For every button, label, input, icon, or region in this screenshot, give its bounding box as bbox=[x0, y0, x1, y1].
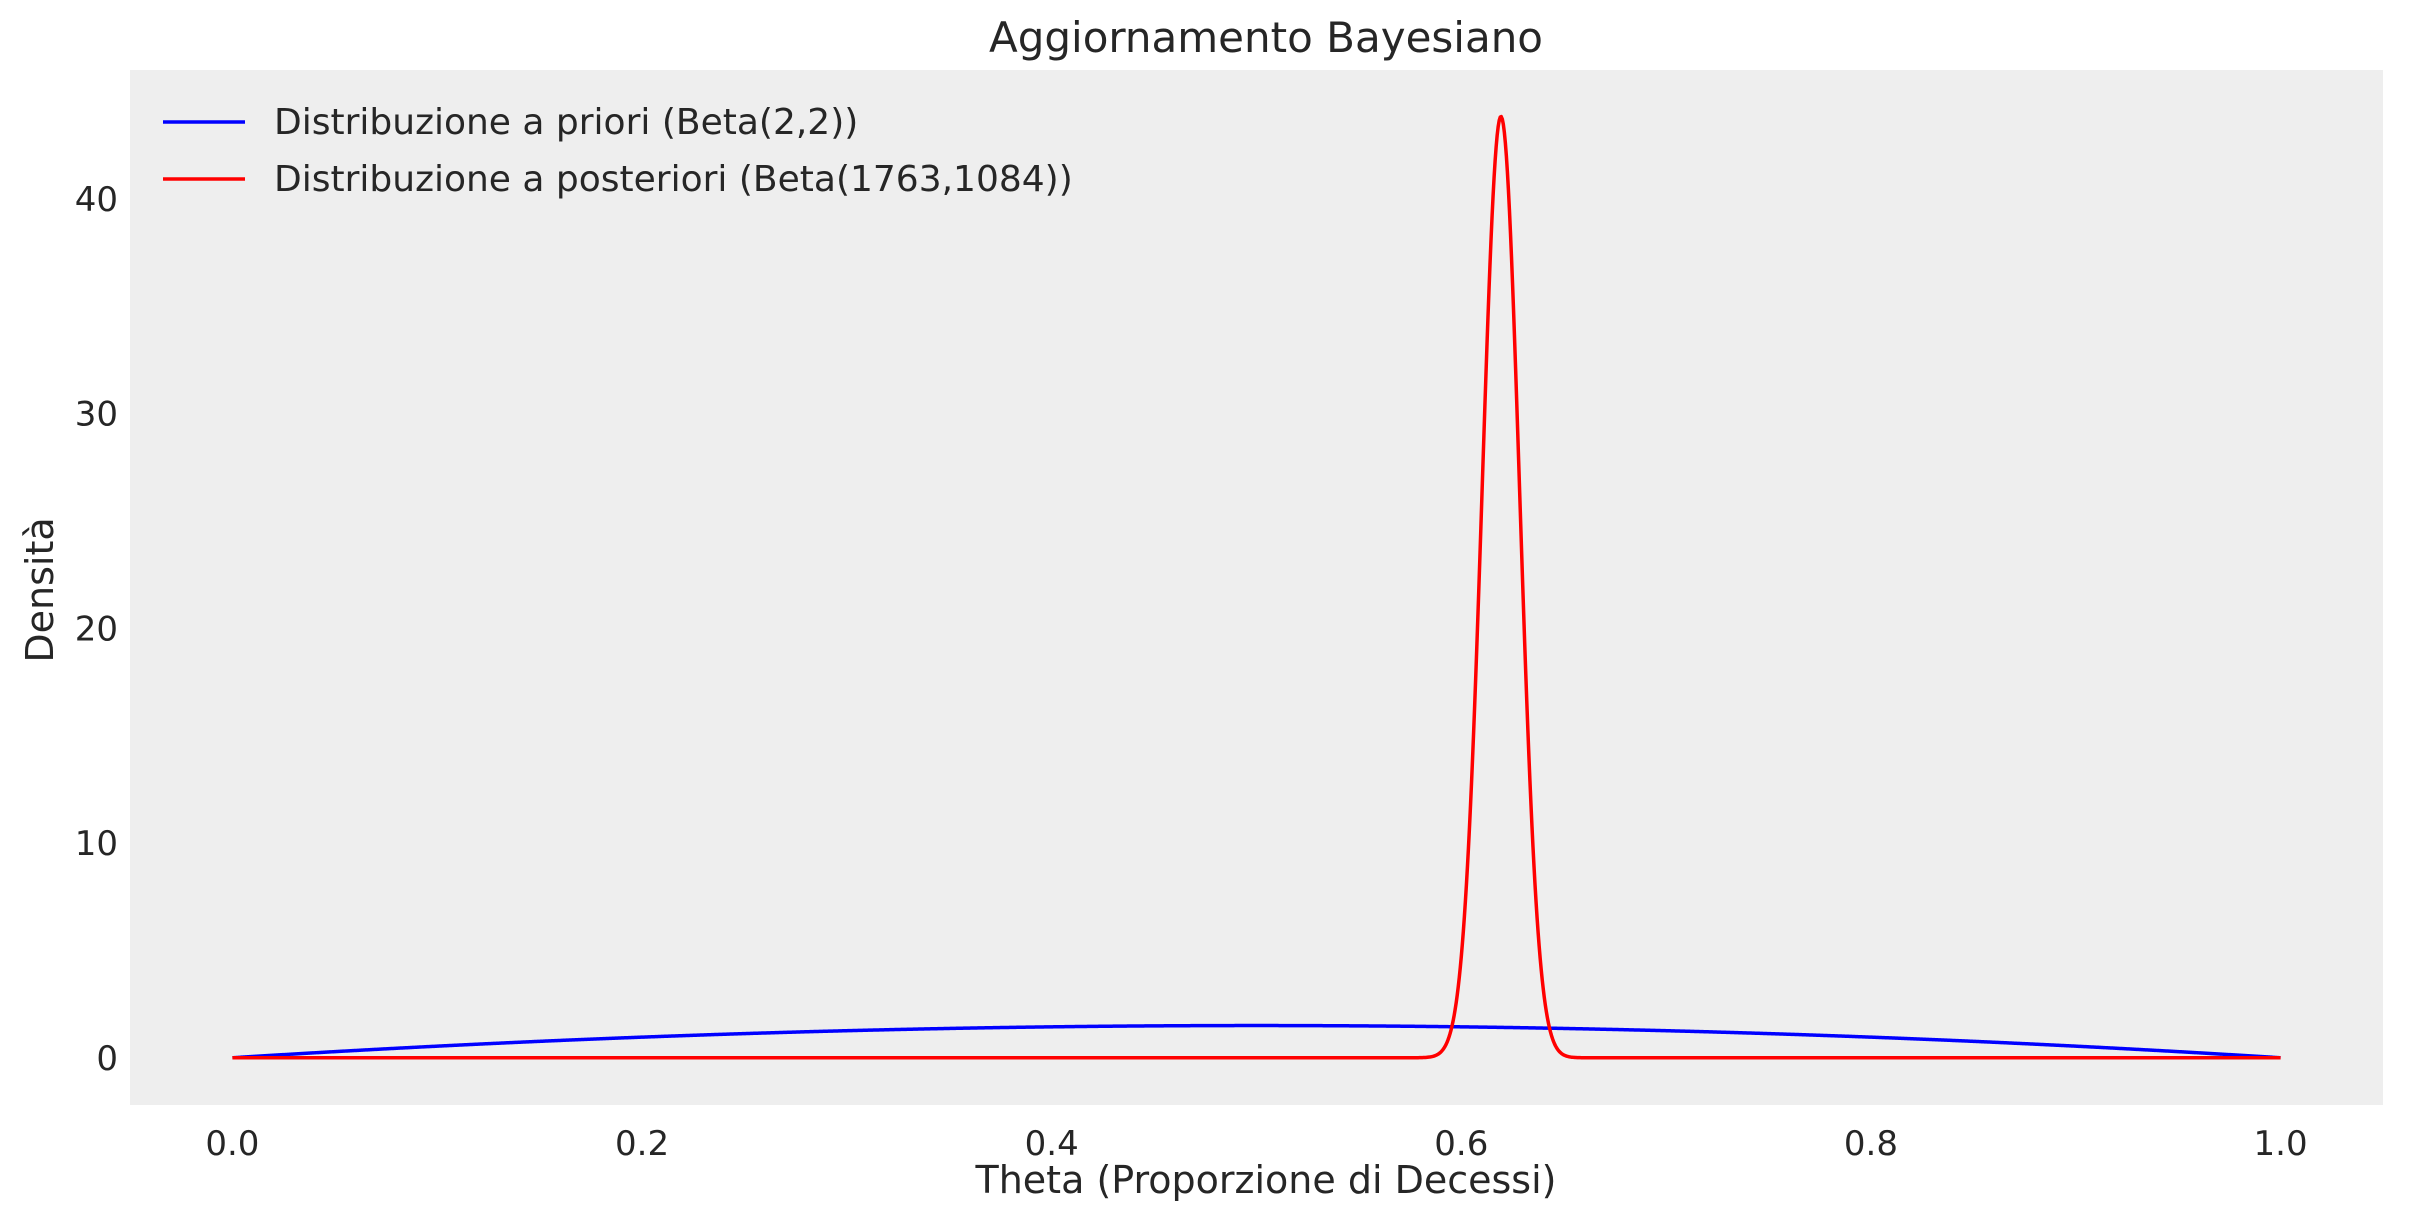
y-tick-label: 20 bbox=[75, 609, 118, 649]
x-tick-label: 0.2 bbox=[615, 1124, 669, 1164]
series-line-0 bbox=[231, 1023, 2282, 1060]
chart-title: Aggiornamento Bayesiano bbox=[989, 13, 1543, 62]
series-line-1 bbox=[231, 114, 2282, 1060]
x-axis: 0.0 0.2 0.4 0.6 0.8 1.0 bbox=[205, 1124, 2307, 1164]
y-tick-label: 10 bbox=[75, 824, 118, 864]
x-tick-label: 0.4 bbox=[1025, 1124, 1079, 1164]
legend-label-0: Distribuzione a priori (Beta(2,2)) bbox=[274, 102, 858, 143]
x-tick-label: 0.0 bbox=[205, 1124, 259, 1164]
x-tick-label: 0.8 bbox=[1844, 1124, 1898, 1164]
x-tick-label: 1.0 bbox=[2254, 1124, 2308, 1164]
legend-label-1: Distribuzione a posteriori (Beta(1763,10… bbox=[274, 159, 1073, 200]
legend: Distribuzione a priori (Beta(2,2)) Distri… bbox=[163, 102, 1073, 200]
x-axis-label: Theta (Proporzione di Decessi) bbox=[975, 1158, 1557, 1202]
y-axis-label: Densità bbox=[18, 517, 62, 662]
y-tick-label: 0 bbox=[96, 1039, 118, 1079]
series-lines bbox=[231, 114, 2282, 1060]
y-tick-label: 40 bbox=[75, 180, 118, 220]
y-tick-label: 30 bbox=[75, 395, 118, 435]
x-tick-label: 0.6 bbox=[1434, 1124, 1488, 1164]
y-axis: 0 10 20 30 40 bbox=[75, 180, 118, 1079]
plot-background bbox=[130, 70, 2383, 1105]
